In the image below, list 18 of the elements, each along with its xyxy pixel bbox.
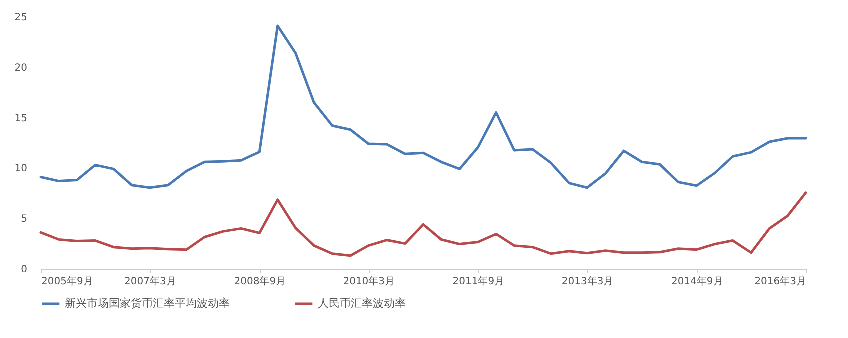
legend-label: 人民币汇率波动率 [318, 297, 406, 310]
line-series [40, 192, 808, 258]
x-tick-label: 2016年3月 [754, 276, 806, 288]
x-tick-label: 2014年9月 [671, 276, 724, 288]
line-series [40, 24, 808, 190]
x-tick-label: 2005年9月 [42, 276, 94, 288]
y-tick-label: 20 [14, 62, 28, 74]
y-tick-label: 25 [14, 12, 28, 24]
x-tick-label: 2010年3月 [343, 276, 396, 288]
legend-label: 新兴市场国家货币汇率平均波动率 [65, 297, 230, 310]
y-tick-label: 15 [14, 113, 28, 124]
x-tick-label: 2008年9月 [234, 276, 286, 288]
y-tick-label: 5 [21, 214, 28, 226]
x-tick-label: 2011年9月 [452, 276, 505, 288]
y-tick-label: 0 [21, 264, 28, 276]
y-tick-label: 10 [14, 164, 28, 175]
x-tick-label: 2013年3月 [562, 276, 614, 288]
x-tick-label: 2007年3月 [124, 276, 176, 288]
